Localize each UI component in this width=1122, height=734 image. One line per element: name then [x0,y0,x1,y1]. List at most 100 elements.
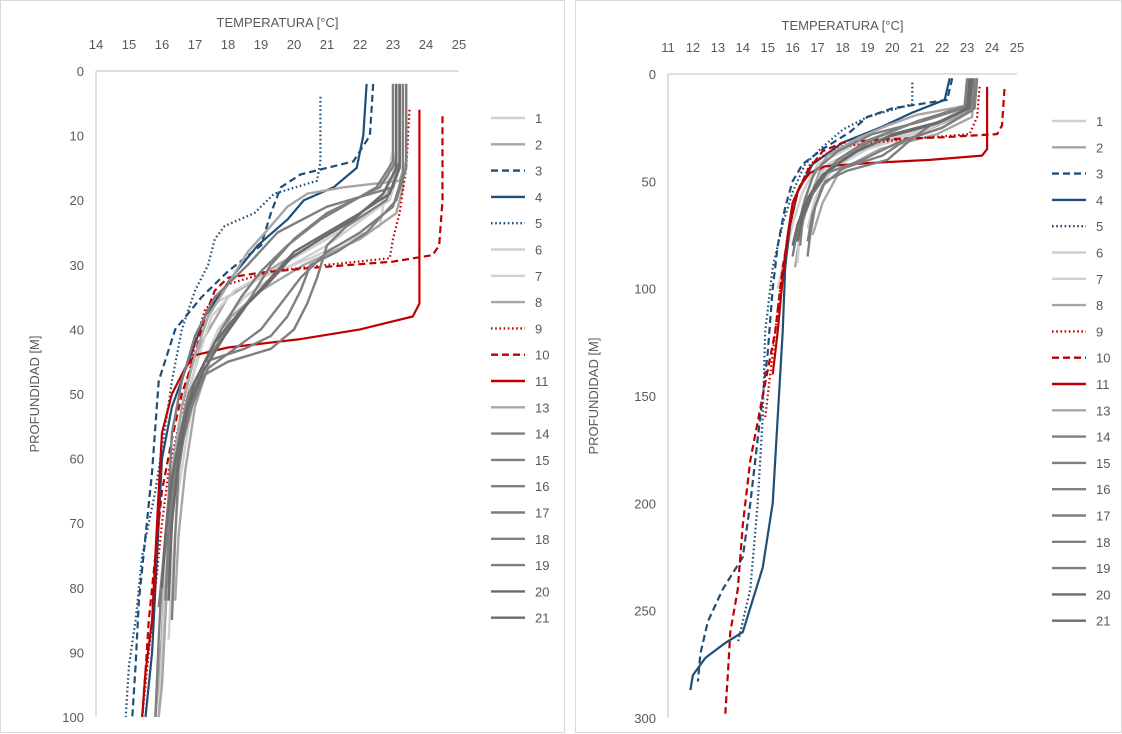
legend-label: 17 [1096,509,1110,524]
x-axis-title: TEMPERATURA [°C] [782,18,904,33]
legend-label: 5 [1096,219,1103,234]
y-tick-label: 60 [70,452,84,467]
x-tick-label: 13 [711,40,725,55]
y-tick-label: 90 [70,645,84,660]
y-tick-label: 100 [634,282,656,297]
x-tick-label: 12 [686,40,700,55]
series-line-21 [796,78,974,242]
legend-label: 8 [1096,298,1103,313]
y-tick-label: 30 [70,258,84,273]
x-tick-label: 16 [155,37,169,52]
series-line-5 [124,96,322,718]
x-axis-title: TEMPERATURA [°C] [217,15,339,30]
x-tick-label: 15 [122,37,136,52]
legend-label: 3 [535,164,542,179]
y-tick-label: 10 [70,129,84,144]
x-tick-label: 22 [353,37,367,52]
y-tick-label: 150 [634,389,656,404]
legend-label: 19 [535,558,549,573]
x-tick-label: 18 [835,40,849,55]
x-tick-label: 20 [287,37,301,52]
legend-label: 13 [1096,403,1110,418]
legend-label: 9 [535,321,542,336]
x-tick-label: 19 [254,37,268,52]
series-line-10 [141,116,444,718]
x-tick-label: 23 [960,40,974,55]
legend-label: 14 [1096,430,1110,445]
legend-label: 21 [535,611,549,626]
chart-right: TEMPERATURA [°C]11 12 13 14 15 16 17 18 19 20 21 22… [586,18,1110,726]
legend-label: 1 [1096,114,1103,129]
y-tick-label: 0 [77,64,84,79]
y-tick-label: 250 [634,604,656,619]
legend-label: 18 [1096,535,1110,550]
x-tick-label: 25 [452,37,466,52]
series-line-6 [796,78,974,263]
legend-label: 10 [1096,351,1110,366]
series-line-3 [131,83,375,718]
legend-label: 21 [1096,614,1110,629]
legend-label: 16 [1096,482,1110,497]
y-tick-label: 70 [70,516,84,531]
y-tick-label: 100 [62,710,84,725]
legend-label: 6 [1096,246,1103,261]
legend-label: 14 [535,427,549,442]
legend-label: 20 [1096,587,1110,602]
legend-label: 15 [535,453,549,468]
chart-left-panel: TEMPERATURA [°C] 14 15 16 17 18 19 20 21 22 23 24 25… [0,0,565,733]
legend-label: 11 [535,374,549,389]
x-tick-label: 14 [736,40,750,55]
series-line-9 [141,109,411,718]
series-line-9 [764,86,981,418]
legend-label: 3 [1096,167,1103,182]
x-tick-label: 21 [320,37,334,52]
chart-right-panel: TEMPERATURA [°C] 11 12 13 14 15 16 17 18 19 20 21 22… [575,0,1122,733]
legend-label: 11 [1096,377,1110,392]
x-tick-label: 24 [985,40,999,55]
x-tick-label: 25 [1010,40,1024,55]
y-axis-title: PROFUNDIDAD [M] [586,338,601,455]
chart-left: TEMPERATURA [°C]14 15 16 17 18 19 20 21 22 23 24 25… [27,15,549,725]
y-tick-label: 40 [70,322,84,337]
x-tick-label: 18 [221,37,235,52]
legend-label: 19 [1096,561,1110,576]
legend-label: 18 [535,532,549,547]
series-line-18 [164,83,395,601]
series-line-10 [724,88,1006,714]
series-line-8 [811,78,976,236]
legend-label: 6 [535,243,542,258]
legend-label: 5 [535,216,542,231]
x-tick-label: 20 [885,40,899,55]
series-line-19 [798,78,976,246]
y-tick-label: 200 [634,496,656,511]
legend-label: 15 [1096,456,1110,471]
legend-label: 9 [1096,324,1103,339]
y-tick-label: 0 [649,67,656,82]
x-tick-label: 24 [419,37,433,52]
series-line-5 [736,82,914,644]
y-tick-label: 20 [70,193,84,208]
y-tick-label: 50 [642,174,656,189]
series-line-21 [167,83,401,601]
legend-label: 2 [1096,140,1103,155]
y-tick-label: 300 [634,711,656,726]
series-line-7 [167,83,395,640]
legend-label: 7 [1096,272,1103,287]
series-line-8 [174,83,405,601]
legend-label: 8 [535,295,542,310]
x-tick-label: 15 [760,40,774,55]
legend-label: 7 [535,269,542,284]
x-tick-label: 17 [188,37,202,52]
x-tick-label: 14 [89,37,103,52]
x-tick-label: 21 [910,40,924,55]
y-tick-label: 50 [70,387,84,402]
x-tick-label: 16 [785,40,799,55]
series-line-4 [144,83,368,718]
series-line-6 [157,83,401,718]
y-tick-label: 80 [70,581,84,596]
x-tick-label: 19 [860,40,874,55]
legend-label: 2 [535,137,542,152]
legend-label: 10 [535,348,549,363]
x-tick-label: 11 [661,40,675,55]
series-line-14 [791,78,974,257]
